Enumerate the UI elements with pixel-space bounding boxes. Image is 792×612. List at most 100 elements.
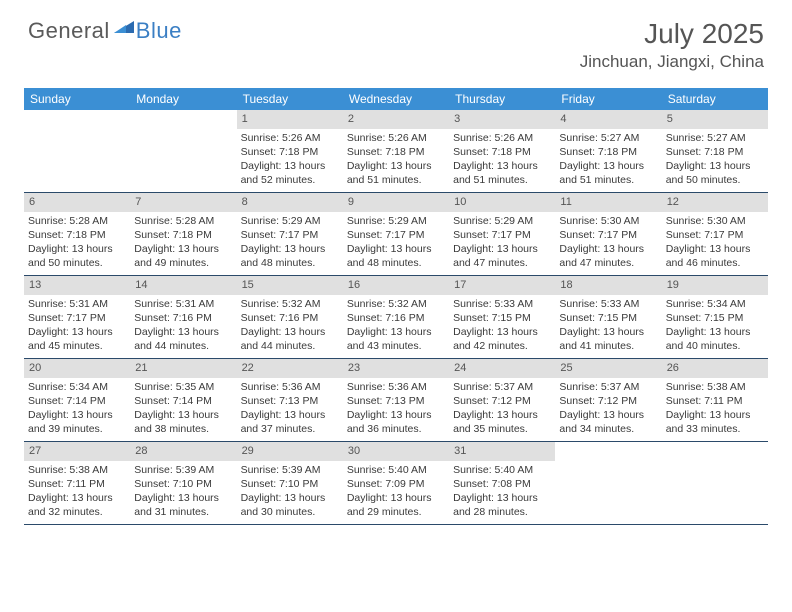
day-cell: 9Sunrise: 5:29 AMSunset: 7:17 PMDaylight… (343, 193, 449, 275)
sunrise-text: Sunrise: 5:28 AM (134, 214, 232, 228)
logo: General Blue (28, 18, 182, 44)
day-header: Saturday (662, 88, 768, 110)
sunset-text: Sunset: 7:12 PM (453, 394, 551, 408)
month-title: July 2025 (580, 18, 764, 50)
sunset-text: Sunset: 7:14 PM (28, 394, 126, 408)
sunset-text: Sunset: 7:11 PM (28, 477, 126, 491)
sunrise-text: Sunrise: 5:32 AM (347, 297, 445, 311)
day-number: 24 (449, 359, 555, 378)
sunset-text: Sunset: 7:11 PM (666, 394, 764, 408)
day-body: Sunrise: 5:37 AMSunset: 7:12 PMDaylight:… (449, 378, 555, 441)
daylight-text-1: Daylight: 13 hours (666, 242, 764, 256)
sunrise-text: Sunrise: 5:39 AM (134, 463, 232, 477)
daylight-text-1: Daylight: 13 hours (28, 242, 126, 256)
sunrise-text: Sunrise: 5:31 AM (28, 297, 126, 311)
sunrise-text: Sunrise: 5:40 AM (347, 463, 445, 477)
day-cell: 11Sunrise: 5:30 AMSunset: 7:17 PMDayligh… (555, 193, 661, 275)
day-number: 27 (24, 442, 130, 461)
day-body: Sunrise: 5:32 AMSunset: 7:16 PMDaylight:… (237, 295, 343, 358)
sunset-text: Sunset: 7:10 PM (134, 477, 232, 491)
daylight-text-2: and 44 minutes. (241, 339, 339, 353)
day-cell: 27 Sunrise: 5:38 AMSunset: 7:11 PMDayligh… (24, 442, 130, 524)
daylight-text-2: and 47 minutes. (559, 256, 657, 270)
sunset-text: Sunset: 7:17 PM (241, 228, 339, 242)
day-number: 4 (555, 110, 661, 129)
day-cell: 8Sunrise: 5:29 AMSunset: 7:17 PMDaylight… (237, 193, 343, 275)
daylight-text-1: Daylight: 13 hours (28, 491, 126, 505)
day-cell: 1Sunrise: 5:26 AMSunset: 7:18 PMDaylight… (237, 110, 343, 192)
daylight-text-2: and 39 minutes. (28, 422, 126, 436)
sunrise-text: Sunrise: 5:29 AM (347, 214, 445, 228)
daylight-text-1: Daylight: 13 hours (134, 491, 232, 505)
sunrise-text: Sunrise: 5:33 AM (559, 297, 657, 311)
daylight-text-2: and 51 minutes. (347, 173, 445, 187)
daylight-text-1: Daylight: 13 hours (28, 408, 126, 422)
daylight-text-2: and 36 minutes. (347, 422, 445, 436)
daylight-text-1: Daylight: 13 hours (559, 159, 657, 173)
day-header: Monday (130, 88, 236, 110)
sunrise-text: Sunrise: 5:35 AM (134, 380, 232, 394)
week-row: 13Sunrise: 5:31 AMSunset: 7:17 PMDayligh… (24, 276, 768, 359)
day-cell: 10Sunrise: 5:29 AMSunset: 7:17 PMDayligh… (449, 193, 555, 275)
day-number: 6 (24, 193, 130, 212)
daylight-text-2: and 32 minutes. (28, 505, 126, 519)
sunset-text: Sunset: 7:10 PM (241, 477, 339, 491)
week-row: 6Sunrise: 5:28 AMSunset: 7:18 PMDaylight… (24, 193, 768, 276)
day-cell: 5Sunrise: 5:27 AMSunset: 7:18 PMDaylight… (662, 110, 768, 192)
sunset-text: Sunset: 7:17 PM (666, 228, 764, 242)
sunset-text: Sunset: 7:13 PM (241, 394, 339, 408)
day-body: Sunrise: 5:28 AMSunset: 7:18 PMDaylight:… (24, 212, 130, 275)
sunset-text: Sunset: 7:18 PM (453, 145, 551, 159)
sunrise-text: Sunrise: 5:29 AM (241, 214, 339, 228)
day-cell: 15Sunrise: 5:32 AMSunset: 7:16 PMDayligh… (237, 276, 343, 358)
daylight-text-2: and 50 minutes. (666, 173, 764, 187)
day-body: Sunrise: 5:39 AMSunset: 7:10 PMDaylight:… (130, 461, 236, 524)
daylight-text-1: Daylight: 13 hours (347, 491, 445, 505)
sunrise-text: Sunrise: 5:26 AM (347, 131, 445, 145)
daylight-text-1: Daylight: 13 hours (453, 325, 551, 339)
day-number: 21 (130, 359, 236, 378)
daylight-text-2: and 28 minutes. (453, 505, 551, 519)
daylight-text-2: and 43 minutes. (347, 339, 445, 353)
day-cell: 14Sunrise: 5:31 AMSunset: 7:16 PMDayligh… (130, 276, 236, 358)
day-number: 29 (237, 442, 343, 461)
day-cell: 17Sunrise: 5:33 AMSunset: 7:15 PMDayligh… (449, 276, 555, 358)
sunset-text: Sunset: 7:16 PM (134, 311, 232, 325)
day-body: Sunrise: 5:27 AMSunset: 7:18 PMDaylight:… (555, 129, 661, 192)
daylight-text-1: Daylight: 13 hours (241, 408, 339, 422)
week-row: 27Sunrise: 5:38 AMSunset: 7:11 PMDayligh… (24, 442, 768, 525)
day-number: 1 (237, 110, 343, 129)
calendar: Sunday Monday Tuesday Wednesday Thursday… (24, 88, 768, 525)
day-body: Sunrise: 5:35 AMSunset: 7:14 PMDaylight:… (130, 378, 236, 441)
day-body: Sunrise: 5:26 AMSunset: 7:18 PMDaylight:… (237, 129, 343, 192)
sunrise-text: Sunrise: 5:38 AM (28, 463, 126, 477)
day-number: 9 (343, 193, 449, 212)
sunset-text: Sunset: 7:17 PM (347, 228, 445, 242)
day-cell: 28Sunrise: 5:39 AMSunset: 7:10 PMDayligh… (130, 442, 236, 524)
sunset-text: Sunset: 7:15 PM (453, 311, 551, 325)
day-number: 26 (662, 359, 768, 378)
day-number: 15 (237, 276, 343, 295)
sunrise-text: Sunrise: 5:39 AM (241, 463, 339, 477)
day-cell (24, 110, 130, 192)
title-block: July 2025 Jinchuan, Jiangxi, China (580, 18, 764, 72)
sunset-text: Sunset: 7:18 PM (241, 145, 339, 159)
sunset-text: Sunset: 7:09 PM (347, 477, 445, 491)
day-body: Sunrise: 5:33 AMSunset: 7:15 PMDaylight:… (555, 295, 661, 358)
daylight-text-1: Daylight: 13 hours (559, 325, 657, 339)
day-cell: 29Sunrise: 5:39 AMSunset: 7:10 PMDayligh… (237, 442, 343, 524)
day-body: Sunrise: 5:37 AMSunset: 7:12 PMDaylight:… (555, 378, 661, 441)
day-cell (130, 110, 236, 192)
day-cell: 4Sunrise: 5:27 AMSunset: 7:18 PMDaylight… (555, 110, 661, 192)
daylight-text-1: Daylight: 13 hours (453, 491, 551, 505)
sunset-text: Sunset: 7:16 PM (347, 311, 445, 325)
daylight-text-2: and 51 minutes. (559, 173, 657, 187)
day-cell (555, 442, 661, 524)
daylight-text-1: Daylight: 13 hours (666, 159, 764, 173)
day-body: Sunrise: 5:39 AMSunset: 7:10 PMDaylight:… (237, 461, 343, 524)
day-cell: 12Sunrise: 5:30 AMSunset: 7:17 PMDayligh… (662, 193, 768, 275)
day-cell: 24Sunrise: 5:37 AMSunset: 7:12 PMDayligh… (449, 359, 555, 441)
day-number: 2 (343, 110, 449, 129)
day-cell: 21Sunrise: 5:35 AMSunset: 7:14 PMDayligh… (130, 359, 236, 441)
day-number: 5 (662, 110, 768, 129)
